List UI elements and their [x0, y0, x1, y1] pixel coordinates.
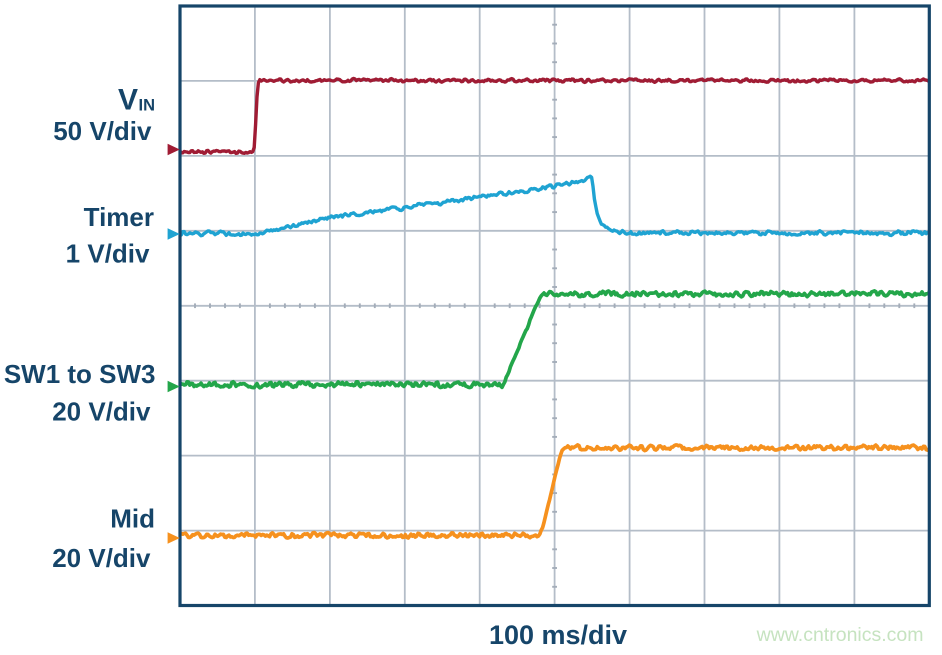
- svg-text:Timer: Timer: [84, 202, 154, 232]
- svg-text:V: V: [118, 83, 138, 116]
- svg-text:www.cntronics.com: www.cntronics.com: [756, 624, 924, 646]
- svg-text:Mid: Mid: [110, 504, 155, 534]
- svg-text:20 V/div: 20 V/div: [52, 396, 151, 426]
- svg-text:100 ms/div: 100 ms/div: [489, 620, 627, 650]
- svg-text:IN: IN: [139, 97, 156, 115]
- svg-text:50 V/div: 50 V/div: [53, 116, 152, 146]
- svg-text:SW1 to SW3: SW1 to SW3: [4, 359, 156, 389]
- svg-text:1 V/div: 1 V/div: [66, 239, 150, 269]
- svg-text:20 V/div: 20 V/div: [52, 543, 151, 573]
